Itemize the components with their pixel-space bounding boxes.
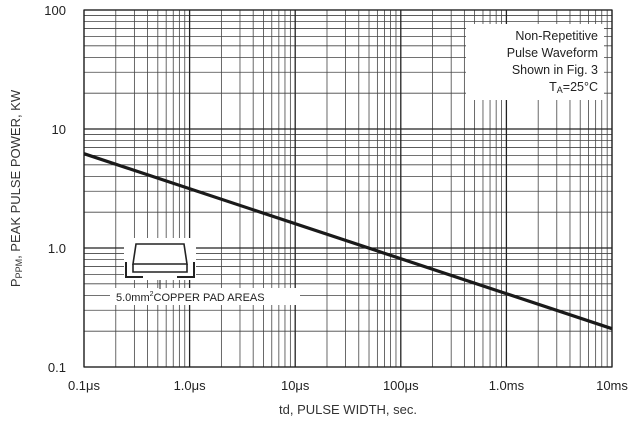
x-tick-label: 10μs bbox=[281, 378, 310, 393]
pad-area-value: 5.0mm bbox=[116, 292, 150, 304]
pad-area-label: 5.0mm2COPPER PAD AREAS bbox=[116, 291, 265, 304]
package-base bbox=[132, 264, 188, 273]
y-tick-label: 1.0 bbox=[48, 241, 66, 256]
right-pad bbox=[177, 262, 195, 278]
conditions-box bbox=[466, 24, 604, 100]
conditions-line-1: Non-Repetitive bbox=[515, 29, 598, 43]
x-tick-label: 1.0μs bbox=[174, 378, 207, 393]
plot-frame bbox=[83, 9, 613, 368]
y-tick-labels: 0.1 1.0 10 100 bbox=[44, 3, 66, 375]
pad-area-text: COPPER PAD AREAS bbox=[154, 292, 265, 304]
left-pad bbox=[125, 262, 143, 278]
conditions-line-3: Shown in Fig. 3 bbox=[512, 63, 598, 77]
y-tick-label: 10 bbox=[52, 122, 66, 137]
pad-label-background bbox=[110, 288, 300, 305]
temperature-subscript: A bbox=[557, 85, 563, 95]
x-tick-labels: 0.1μs 1.0μs 10μs 100μs 1.0ms 10ms bbox=[68, 378, 628, 393]
x-tick-label: 100μs bbox=[383, 378, 419, 393]
x-tick-label: 10ms bbox=[596, 378, 628, 393]
package-body bbox=[132, 243, 188, 265]
conditions-line-4: TA=25°C bbox=[549, 80, 598, 95]
y-axis-title: PPPM, PEAK PULSE POWER, KW bbox=[8, 89, 24, 287]
x-tick-label: 1.0ms bbox=[489, 378, 525, 393]
y-tick-label: 0.1 bbox=[48, 360, 66, 375]
y-axis-subscript: PPM bbox=[14, 259, 24, 279]
series-line bbox=[83, 152, 613, 331]
x-tick-label: 0.1μs bbox=[68, 378, 101, 393]
x-axis-title: td, PULSE WIDTH, sec. bbox=[279, 402, 417, 417]
pad-area-superscript: 2 bbox=[150, 291, 154, 298]
conditions-line-2: Pulse Waveform bbox=[507, 46, 598, 60]
y-tick-label: 100 bbox=[44, 3, 66, 18]
smd-package-icon bbox=[124, 238, 196, 289]
y-axis-text: , PEAK PULSE POWER, KW bbox=[8, 89, 23, 259]
minor-gridlines bbox=[84, 10, 612, 367]
temperature-symbol: T bbox=[549, 80, 557, 94]
temperature-value: =25°C bbox=[563, 80, 598, 94]
y-axis-symbol: P bbox=[8, 278, 23, 287]
